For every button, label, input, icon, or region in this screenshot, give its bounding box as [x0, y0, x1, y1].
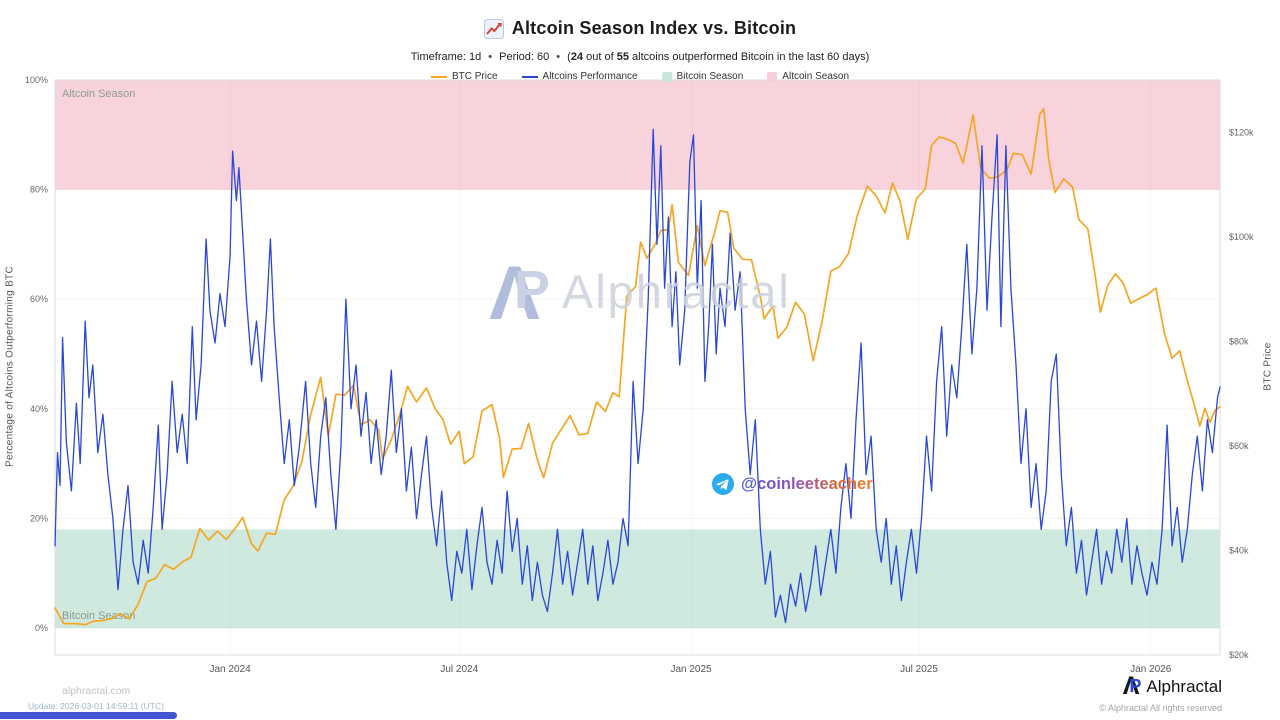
- chart-increasing-icon: [483, 18, 504, 39]
- chart-legend: BTC Price Altcoins Performance Bitcoin S…: [0, 71, 1280, 82]
- x-tick-label: Jan 2024: [209, 664, 251, 675]
- x-tick-label: Jan 2026: [1130, 664, 1172, 675]
- x-tick-label: Jul 2024: [440, 664, 478, 675]
- period-label: Period: 60: [499, 51, 550, 63]
- bottom-left-bar: [0, 712, 177, 719]
- y-left-axis-title: Percentage of Altcoins Outperforming BTC: [4, 266, 16, 467]
- band-bitcoin-season: [55, 529, 1220, 628]
- band-altcoin-season: [55, 80, 1220, 190]
- y-left-tick-label: 0%: [35, 623, 48, 633]
- page-title-row: Altcoin Season Index vs. Bitcoin: [0, 18, 1280, 39]
- alphractal-logo-icon: Λ P: [1122, 672, 1142, 700]
- plot-border: [54, 79, 1221, 656]
- site-url: alphractal.com: [62, 685, 131, 697]
- legend-label-altcoins-performance: Altcoins Performance: [542, 71, 638, 82]
- page-title: Altcoin Season Index vs. Bitcoin: [511, 18, 797, 38]
- separator-dot: •: [556, 51, 561, 63]
- total-count: 55: [616, 51, 629, 63]
- bitcoin-season-box-swatch: [661, 71, 672, 82]
- of-text: out of: [583, 51, 617, 63]
- y-left-tick-label: 40%: [30, 404, 48, 414]
- y-right-tick-label: $120k: [1229, 127, 1254, 137]
- outperformed-count: 24: [570, 51, 584, 63]
- band-label-bitcoin-season: Bitcoin Season: [62, 610, 135, 622]
- y-left-tick-label: 20%: [30, 513, 48, 523]
- y-left-tick-label: 80%: [30, 185, 48, 195]
- series-line-altcoins-performance: [54, 128, 1221, 624]
- alphractal-brand: Λ P Alphractal: [1123, 674, 1222, 699]
- stat-paren: (: [567, 51, 571, 63]
- y-left-tick-label: 100%: [25, 75, 48, 85]
- telegram-icon: [712, 473, 734, 495]
- legend-label-btc-price: BTC Price: [451, 71, 498, 82]
- y-right-tick-label: $100k: [1229, 232, 1254, 242]
- y-right-tick-label: $60k: [1229, 441, 1249, 451]
- timeframe-label: Timeframe: 1d: [410, 51, 482, 63]
- y-right-tick-label: $40k: [1229, 545, 1249, 555]
- legend-item-altcoin-season[interactable]: Altcoin Season: [767, 71, 849, 82]
- update-timestamp: Update: 2026-03-01 14:59:11 (UTC): [28, 701, 164, 711]
- legend-item-btc-price[interactable]: BTC Price: [430, 71, 498, 82]
- y-left-tick-label: 60%: [30, 294, 48, 304]
- legend-item-bitcoin-season[interactable]: Bitcoin Season: [661, 71, 744, 82]
- altcoins-performance-line-swatch: [521, 75, 538, 78]
- btc-price-line-swatch: [430, 75, 447, 78]
- y-right-tick-label: $20k: [1229, 650, 1249, 660]
- band-label-altcoin-season: Altcoin Season: [62, 88, 135, 100]
- y-right-tick-label: $80k: [1229, 336, 1249, 346]
- series-line-btc-price: [54, 107, 1221, 626]
- legend-label-bitcoin-season: Bitcoin Season: [676, 71, 744, 82]
- chart-subtitle: Timeframe: 1d • Period: 60 • (24 out of 55 a…: [0, 51, 1280, 63]
- x-tick-label: Jul 2025: [900, 664, 938, 675]
- brand-name: Alphractal: [1146, 676, 1222, 696]
- legend-item-altcoins-performance[interactable]: Altcoins Performance: [521, 71, 638, 82]
- telegram-handle-text: @coinleeteacher: [741, 474, 873, 493]
- x-tick-label: Jan 2025: [670, 664, 712, 675]
- telegram-handle: @coinleeteacher: [712, 473, 873, 495]
- stat-tail: altcoins outperformed Bitcoin in the las…: [628, 51, 870, 63]
- separator-dot: •: [488, 51, 493, 63]
- altcoin-season-box-swatch: [767, 71, 778, 82]
- legend-label-altcoin-season: Altcoin Season: [782, 71, 850, 82]
- copyright-notice: © Alphractal All rights reserved: [1099, 703, 1222, 713]
- y-right-axis-title: BTC Price: [1262, 342, 1274, 391]
